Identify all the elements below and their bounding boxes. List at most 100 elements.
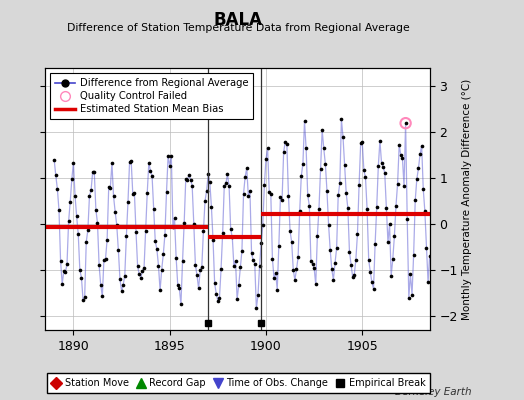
Point [90, 169, 99, 176]
Point [212, 290, 221, 297]
Point [50, 156, 58, 163]
Point [411, 197, 419, 203]
Point [82, 238, 91, 245]
Point [74, 231, 82, 237]
Point [214, 298, 222, 304]
Point [238, 247, 246, 254]
Point [156, 287, 164, 294]
Point [219, 229, 227, 236]
Point [394, 180, 402, 187]
Point [161, 232, 169, 238]
Point [217, 266, 225, 272]
Point [58, 281, 67, 287]
Point [289, 267, 298, 273]
Point [111, 208, 119, 215]
Point [135, 271, 144, 278]
Point [337, 116, 346, 123]
Point [348, 274, 357, 280]
Point [172, 254, 180, 261]
Point [85, 192, 94, 199]
Point [401, 120, 410, 126]
Point [101, 256, 110, 262]
Point [243, 165, 251, 172]
Point [103, 236, 111, 243]
Point [55, 207, 63, 213]
Point [149, 206, 158, 212]
Point [127, 158, 135, 165]
Point [382, 204, 390, 211]
Point [305, 202, 313, 209]
Point [347, 262, 355, 268]
Point [416, 151, 424, 158]
Point [262, 156, 270, 162]
Point [385, 221, 394, 228]
Point [403, 216, 411, 222]
Point [72, 213, 81, 220]
Point [117, 288, 126, 294]
Point [392, 202, 400, 209]
Point [108, 160, 116, 166]
Point [93, 220, 102, 226]
Point [316, 166, 325, 172]
Point [225, 183, 233, 190]
Point [191, 262, 200, 268]
Point [296, 208, 304, 214]
Point [257, 240, 265, 246]
Point [273, 286, 281, 293]
Point [152, 246, 161, 252]
Point [130, 190, 139, 196]
Point [299, 160, 307, 167]
Point [209, 237, 217, 243]
Point [104, 184, 113, 190]
Point [98, 293, 106, 300]
Point [310, 265, 318, 272]
Point [373, 204, 381, 210]
Point [205, 179, 214, 186]
Point [114, 247, 123, 253]
Point [145, 159, 153, 166]
Point [154, 262, 162, 269]
Point [350, 272, 358, 278]
Point [418, 142, 426, 149]
Point [233, 296, 242, 302]
Point [181, 176, 190, 183]
Point [329, 276, 337, 283]
Point [162, 189, 171, 196]
Point [368, 279, 376, 286]
Point [379, 163, 387, 170]
Point [395, 142, 403, 148]
Point [122, 232, 130, 239]
Point [400, 183, 408, 189]
Point [208, 204, 216, 210]
Point [96, 281, 105, 288]
Point [284, 192, 292, 199]
Point [141, 228, 150, 234]
Point [361, 174, 369, 181]
Point [193, 272, 201, 278]
Point [188, 183, 196, 189]
Point [180, 220, 188, 226]
Point [121, 272, 129, 279]
Point [267, 191, 275, 198]
Point [294, 254, 302, 260]
Point [265, 188, 274, 195]
Point [332, 245, 341, 252]
Point [408, 292, 416, 298]
Point [279, 149, 288, 155]
Point [100, 257, 108, 263]
Point [358, 139, 366, 146]
Point [95, 262, 103, 269]
Point [138, 267, 147, 274]
Point [291, 277, 299, 283]
Point [198, 263, 206, 270]
Point [166, 163, 174, 169]
Point [140, 265, 148, 271]
Point [380, 170, 389, 176]
Point [312, 281, 320, 288]
Point [236, 264, 245, 271]
Point [110, 193, 118, 200]
Point [406, 271, 414, 278]
Point [241, 174, 249, 180]
Point [226, 226, 235, 232]
Point [353, 230, 362, 237]
